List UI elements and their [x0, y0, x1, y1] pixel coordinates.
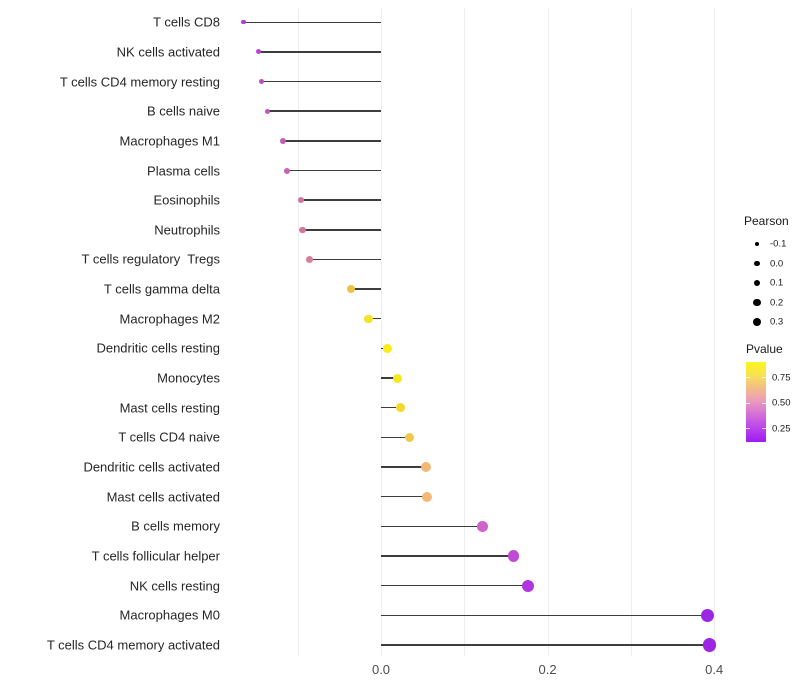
- gridline: [547, 8, 549, 656]
- lollipop-stick: [381, 555, 514, 557]
- lollipop-dot: [256, 49, 262, 55]
- category-label: T cells regulatory Tregs: [81, 251, 220, 267]
- lollipop-dot: [347, 285, 355, 294]
- lollipop-stick: [381, 466, 426, 468]
- lollipop-stick: [243, 21, 381, 23]
- lollipop-stick: [381, 407, 401, 409]
- lollipop-dot: [297, 196, 305, 204]
- lollipop-stick: [301, 199, 381, 201]
- pvalue-tick-label: 0.75: [772, 371, 791, 383]
- lollipop-dot: [364, 314, 373, 323]
- lollipop-stick: [258, 51, 381, 53]
- lollipop-stick: [261, 80, 381, 83]
- lollipop-stick: [368, 318, 381, 320]
- category-label: Macrophages M0: [119, 607, 220, 623]
- pvalue-tick-mark: [762, 377, 766, 379]
- lollipop-stick: [381, 525, 483, 528]
- lollipop-stick: [381, 585, 529, 587]
- gridline: [714, 8, 716, 656]
- lollipop-dot: [265, 108, 271, 114]
- lollipop-dot: [305, 255, 313, 263]
- lollipop-stick: [351, 288, 381, 290]
- lollipop-dot: [420, 462, 431, 473]
- legend-size-dot: [753, 298, 761, 307]
- x-tick-label: 0.2: [538, 662, 557, 677]
- lollipop-stick: [282, 140, 381, 142]
- category-label: T cells follicular helper: [91, 548, 220, 564]
- gridline: [630, 8, 632, 656]
- lollipop-stick: [309, 258, 381, 261]
- pvalue-tick-label: 0.50: [772, 397, 791, 409]
- pvalue-tick-mark: [746, 428, 750, 430]
- gridline: [464, 8, 466, 656]
- x-tick-label: 0.4: [705, 662, 724, 677]
- legend-size-dot: [754, 241, 760, 247]
- category-label: T cells CD4 memory activated: [46, 637, 220, 653]
- lollipop-stick: [267, 110, 381, 112]
- x-tick-label: 0.0: [371, 662, 391, 677]
- pvalue-tick-mark: [746, 402, 750, 404]
- lollipop-dot: [393, 373, 403, 383]
- category-label: Neutrophils: [154, 222, 220, 238]
- legend-title-pvalue: Pvalue: [746, 342, 783, 356]
- category-label: B cells memory: [131, 518, 220, 534]
- category-label: NK cells resting: [129, 578, 220, 594]
- lollipop-dot: [283, 167, 290, 174]
- pvalue-tick-mark: [762, 428, 766, 430]
- lollipop-dot: [421, 491, 432, 502]
- legend-size-label: 0.1: [770, 277, 784, 289]
- category-label: B cells naive: [147, 103, 220, 119]
- legend-size-label: 0.2: [770, 296, 784, 308]
- category-label: T cells CD4 memory resting: [59, 74, 220, 90]
- category-label: Mast cells resting: [119, 400, 220, 416]
- category-label: Dendritic cells resting: [96, 340, 220, 356]
- category-label: Macrophages M1: [119, 133, 220, 149]
- category-label: Eosinophils: [153, 192, 221, 208]
- legend-title-pearson: Pearson: [744, 214, 789, 228]
- category-label: T cells CD4 naive: [118, 429, 220, 445]
- category-label: T cells gamma delta: [103, 281, 220, 297]
- pvalue-tick-mark: [746, 377, 750, 379]
- pvalue-tick-label: 0.25: [772, 423, 791, 435]
- lollipop-dot: [241, 20, 246, 25]
- lollipop-dot: [507, 550, 520, 562]
- legend-size-dot: [753, 279, 761, 287]
- legend-size-dot: [754, 260, 760, 267]
- lollipop-dot: [702, 638, 716, 652]
- legend-size-label: -0.1: [770, 238, 787, 250]
- pvalue-gradient-bar: [746, 362, 766, 442]
- category-label: T cells CD8: [153, 14, 220, 30]
- lollipop-dot: [279, 137, 286, 144]
- lollipop-dot: [700, 608, 715, 623]
- legend-size-label: 0.0: [770, 257, 784, 269]
- gridline: [381, 8, 382, 656]
- lollipop-dot: [259, 79, 265, 85]
- lollipop-dot: [404, 432, 414, 443]
- lollipop-dot: [395, 403, 405, 413]
- legend-size-dot: [752, 317, 762, 327]
- category-label: Dendritic cells activated: [83, 459, 220, 475]
- lollipop-stick: [381, 496, 427, 498]
- lollipop-dot: [477, 521, 488, 532]
- lollipop-stick: [381, 436, 410, 439]
- lollipop-dot: [383, 344, 392, 353]
- legend-size-label: 0.3: [770, 316, 784, 328]
- gridline: [297, 8, 299, 656]
- lollipop-stick: [302, 229, 381, 231]
- category-label: Macrophages M2: [119, 311, 220, 327]
- lollipop-dot: [522, 579, 535, 592]
- lollipop-stick: [286, 169, 381, 172]
- category-label: NK cells activated: [116, 44, 220, 60]
- pvalue-tick-mark: [762, 402, 766, 404]
- lollipop-stick: [381, 644, 710, 646]
- category-label: Plasma cells: [147, 163, 220, 178]
- category-label: Mast cells activated: [106, 489, 220, 505]
- lollipop-stick: [381, 614, 708, 617]
- lollipop-dot: [299, 226, 306, 234]
- lollipop-stick: [381, 377, 398, 379]
- category-label: Monocytes: [157, 370, 220, 386]
